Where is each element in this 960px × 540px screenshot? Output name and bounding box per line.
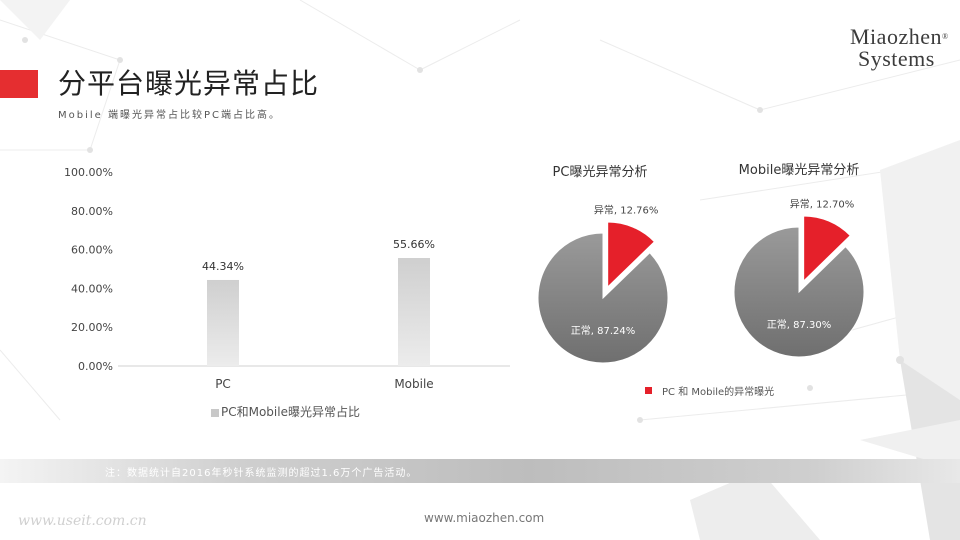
x-category-label: Mobile: [394, 377, 433, 391]
footer-url: www.miaozhen.com: [424, 511, 545, 525]
pie-legend: PC 和 Mobile的异常曝光: [645, 383, 774, 398]
bar-legend-label: PC和Mobile曝光异常占比: [221, 404, 360, 419]
pie-data-label: 正常, 87.30%: [767, 318, 832, 331]
y-tick-label: 20.00%: [71, 321, 113, 334]
bar-pc: [207, 279, 239, 366]
page-title: 分平台曝光异常占比: [58, 67, 320, 100]
miaozhen-logo: Miaozhen® Systems: [850, 24, 949, 71]
bar-chart: 0.00% 20.00% 40.00% 60.00% 80.00% 100.00% 44.…: [64, 166, 510, 419]
pie-pc-title: PC曝光异常分析: [553, 165, 648, 180]
logo-line1: Miaozhen®: [850, 24, 949, 49]
pie-mobile-title: Mobile曝光异常分析: [739, 163, 860, 178]
bar-legend: PC和Mobile曝光异常占比: [211, 404, 360, 419]
bar-data-label: 44.34%: [202, 260, 244, 273]
pie-data-label: 异常, 12.70%: [790, 198, 855, 211]
pie-legend-swatch: [645, 387, 652, 394]
note-banner: [0, 459, 960, 483]
bar-data-label: 55.66%: [393, 238, 435, 251]
pie-chart-mobile: Mobile曝光异常分析 异常, 12.70% 正常, 87.30%: [733, 163, 865, 358]
pie-legend-label: PC 和 Mobile的异常曝光: [662, 387, 775, 398]
watermark: www.useit.com.cn: [18, 513, 147, 529]
pie-slice-abnormal: [803, 215, 851, 283]
bar-legend-swatch: [211, 409, 219, 417]
pie-slice-abnormal: [607, 221, 656, 289]
logo-line2: Systems: [858, 46, 935, 71]
pie-data-label: 正常, 87.24%: [571, 324, 636, 337]
footnote: 注：数据统计自2016年秒针系统监测的超过1.6万个广告活动。: [105, 468, 418, 479]
y-tick-label: 60.00%: [71, 244, 113, 257]
pie-chart-pc: PC曝光异常分析 异常, 12.76% 正常, 87.24%: [537, 165, 669, 364]
title-accent-bar: [0, 70, 38, 98]
y-tick-label: 0.00%: [78, 360, 113, 373]
y-tick-label: 100.00%: [64, 166, 113, 179]
x-category-label: PC: [215, 377, 231, 391]
y-tick-label: 80.00%: [71, 205, 113, 218]
bar-mobile: [398, 258, 430, 366]
y-tick-label: 40.00%: [71, 282, 113, 295]
pie-slice-normal: [537, 232, 669, 364]
page-subtitle: Mobile 端曝光异常占比较PC端占比高。: [58, 110, 281, 121]
pie-slice-normal: [733, 226, 865, 358]
pie-data-label: 异常, 12.76%: [594, 204, 659, 217]
